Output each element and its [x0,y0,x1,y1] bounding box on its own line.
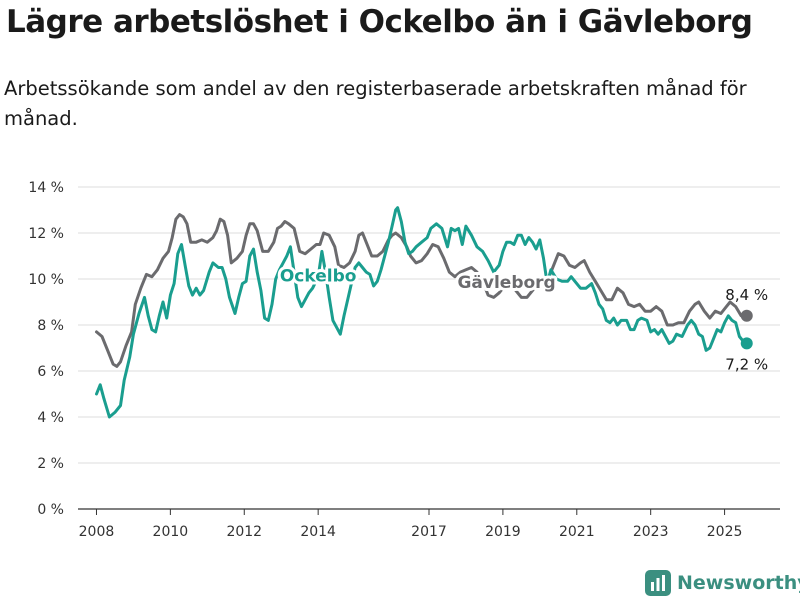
y-tick-label: 0 % [37,502,64,518]
x-tick-label: 2008 [79,524,115,540]
end-value-label-gavleborg: 8,4 % [725,286,768,304]
series-label-gvleborg: Gävleborg [457,273,555,293]
y-tick-label: 2 % [37,456,64,472]
y-tick-label: 10 % [28,272,64,288]
x-tick-label: 2017 [411,524,447,540]
y-tick-label: 4 % [37,410,64,426]
x-tick-label: 2014 [300,524,336,540]
series-label-ockelbo: Ockelbo [280,266,357,286]
chart-subtitle: Arbetssökande som andel av den registerb… [4,77,747,130]
y-tick-label: 6 % [37,364,64,380]
y-tick-label: 8 % [37,318,64,334]
x-tick-label: 2010 [153,524,189,540]
x-tick-label: 2012 [226,524,262,540]
series-label-halo: Gävleborg [457,273,555,293]
x-tick-label: 2025 [707,524,743,540]
x-tick-label: 2023 [633,524,669,540]
series-line-ockelbo [95,206,749,419]
chart-title: Lägre arbetslöshet i Ockelbo än i Gävleb… [6,4,753,40]
series-label-halo: Ockelbo [280,266,357,286]
series-end-point-gvleborg [740,309,753,322]
end-value-label-ockelbo: 7,2 % [725,355,768,373]
y-tick-label: 12 % [28,226,64,242]
series-line-gvleborg [95,213,749,368]
series-end-point-ockelbo [740,337,753,350]
brand-logo: Newsworthy [645,570,800,596]
x-tick-label: 2019 [485,524,521,540]
y-tick-label: 14 % [28,180,64,196]
x-tick-label: 2021 [559,524,595,540]
brand-name: Newsworthy [677,572,800,594]
newsworthy-logo-icon [645,570,671,596]
